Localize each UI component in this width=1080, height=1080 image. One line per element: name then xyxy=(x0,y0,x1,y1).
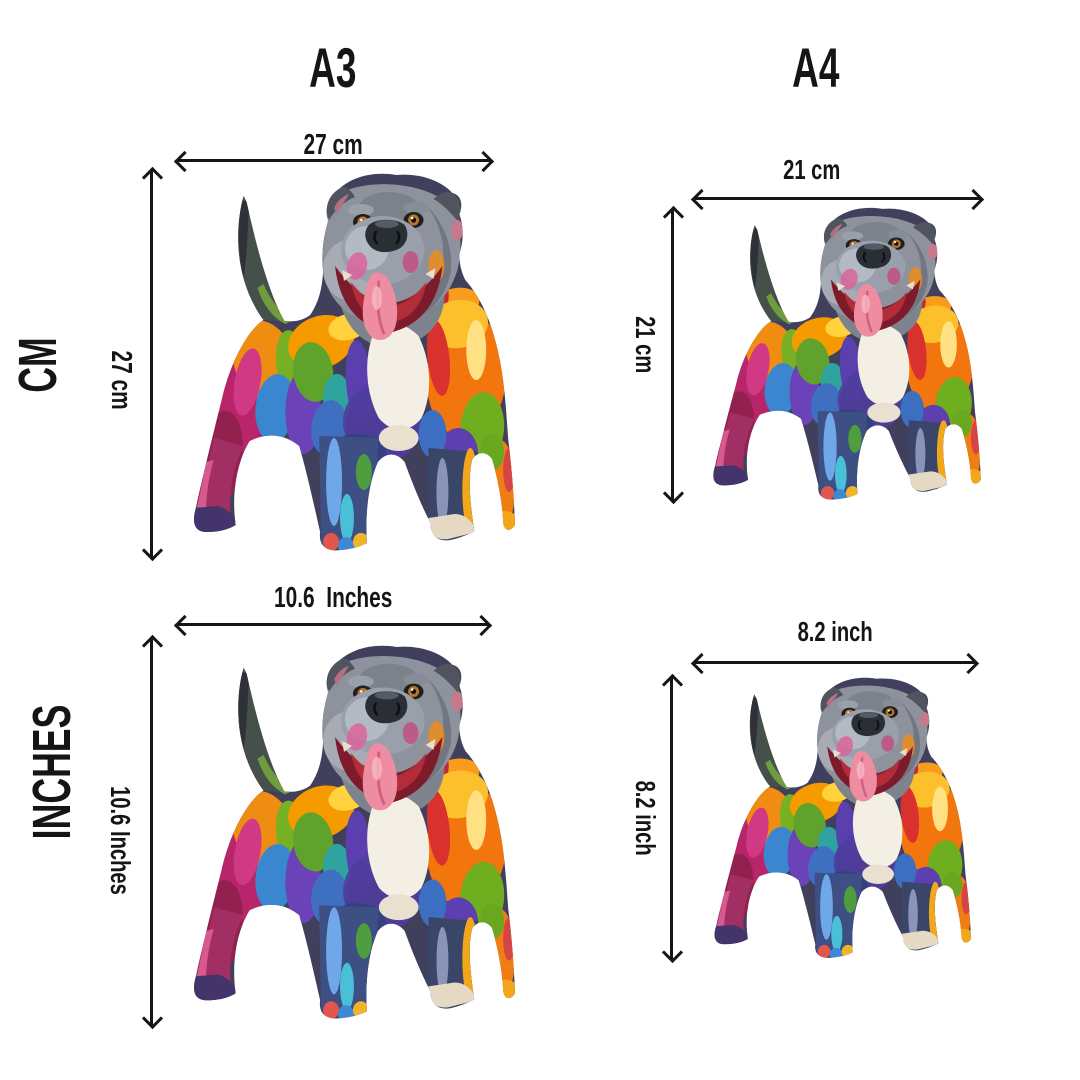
a4-inches-width-label: 8.2 inch xyxy=(710,617,960,647)
a3-cm-height-label: 27 cm xyxy=(104,300,137,460)
a4-inches-height-arrow xyxy=(670,678,673,959)
a3-cm-width-text: 27 cm xyxy=(303,129,363,161)
a4-inches-height-label: 8.2 inch xyxy=(630,738,661,898)
a3-cm-height-text: 27 cm xyxy=(105,350,137,410)
a3-cm-width-label: 27 cm xyxy=(208,130,458,160)
a3-inches-height-text: 10.6 Inches xyxy=(105,785,136,895)
a4-cm-height-label: 21 cm xyxy=(630,270,661,420)
panel-a4-cm: 21 cm 21 cm xyxy=(620,150,1020,540)
row-label-inches-text: INCHES xyxy=(22,704,82,840)
a4-cm-width-label: 21 cm xyxy=(687,155,937,185)
panel-a3-inches: 10.6 Inches 10.6 Inches xyxy=(100,583,560,1040)
panel-a4-inches: 8.2 inch 8.2 inch xyxy=(620,615,1020,1000)
a4-cm-height-text: 21 cm xyxy=(630,316,661,374)
a3-cm-height-arrow xyxy=(150,171,153,557)
a4-cm-height-arrow xyxy=(671,210,674,500)
dog-artwork-a4-inches xyxy=(697,675,975,965)
row-label-inches: INCHES xyxy=(22,652,82,892)
a4-cm-width-arrow xyxy=(695,197,980,200)
a3-inches-height-arrow xyxy=(150,639,153,1025)
column-header-a4: A4 xyxy=(716,40,916,96)
dog-artwork-a3-cm xyxy=(172,170,520,560)
a3-inches-width-label: 10.6 Inches xyxy=(208,583,458,613)
dog-artwork-a4-cm xyxy=(695,205,985,507)
a4-inches-width-arrow xyxy=(695,661,975,664)
a4-cm-width-text: 21 cm xyxy=(783,154,841,185)
a4-inches-width-text: 8.2 inch xyxy=(797,616,873,647)
panel-a3-cm: 27 cm 27 cm xyxy=(100,130,560,570)
column-header-a3: A3 xyxy=(233,40,433,96)
a3-cm-width-arrow xyxy=(178,159,490,162)
row-label-cm: CM xyxy=(8,285,68,445)
column-header-a4-text: A4 xyxy=(792,36,840,99)
column-header-a3-text: A3 xyxy=(309,36,357,99)
a3-inches-width-text: 10.6 Inches xyxy=(273,582,393,614)
dog-artwork-a3-inches xyxy=(172,642,520,1028)
row-label-cm-text: CM xyxy=(8,337,68,393)
a3-inches-width-arrow xyxy=(178,623,488,626)
a4-inches-height-text: 8.2 inch xyxy=(630,780,661,856)
a3-inches-height-label: 10.6 Inches xyxy=(105,740,136,940)
